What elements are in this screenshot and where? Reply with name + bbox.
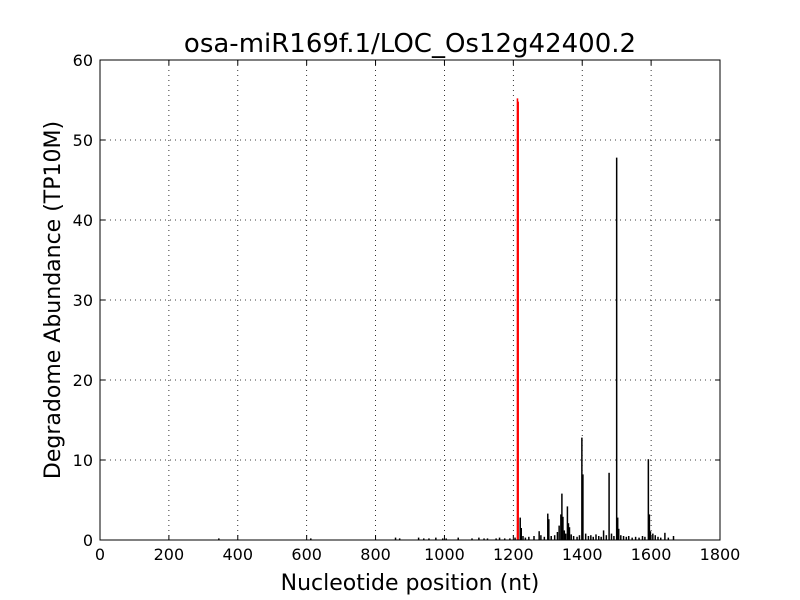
y-tick-label: 40 bbox=[73, 211, 93, 230]
x-tick-label: 600 bbox=[291, 545, 322, 564]
y-tick-label: 30 bbox=[73, 291, 93, 310]
y-tick-label: 0 bbox=[83, 531, 93, 550]
x-tick-label: 400 bbox=[223, 545, 254, 564]
y-tick-label: 20 bbox=[73, 371, 93, 390]
y-tick-label: 50 bbox=[73, 131, 93, 150]
x-tick-label: 0 bbox=[95, 545, 105, 564]
x-tick-label: 1800 bbox=[700, 545, 741, 564]
x-tick-label: 200 bbox=[154, 545, 185, 564]
x-tick-label: 1400 bbox=[562, 545, 603, 564]
x-tick-label: 800 bbox=[360, 545, 391, 564]
x-tick-label: 1000 bbox=[424, 545, 465, 564]
x-tick-label: 1600 bbox=[631, 545, 672, 564]
y-tick-label: 60 bbox=[73, 51, 93, 70]
x-axis-ticks: 0 200 400 600 800 1000 1200 1400 1600 1800 bbox=[95, 60, 740, 564]
y-axis-label: Degradome Abundance (TP10M) bbox=[41, 121, 66, 479]
x-tick-label: 1200 bbox=[493, 545, 534, 564]
y-axis-ticks: 0 10 20 30 40 50 60 bbox=[73, 51, 720, 550]
x-axis-label: Nucleotide position (nt) bbox=[281, 571, 540, 596]
highlight-bars bbox=[516, 98, 519, 540]
grid-lines bbox=[100, 60, 720, 540]
y-tick-label: 10 bbox=[73, 451, 93, 470]
chart-title: osa-miR169f.1/LOC_Os12g42400.2 bbox=[184, 29, 636, 59]
